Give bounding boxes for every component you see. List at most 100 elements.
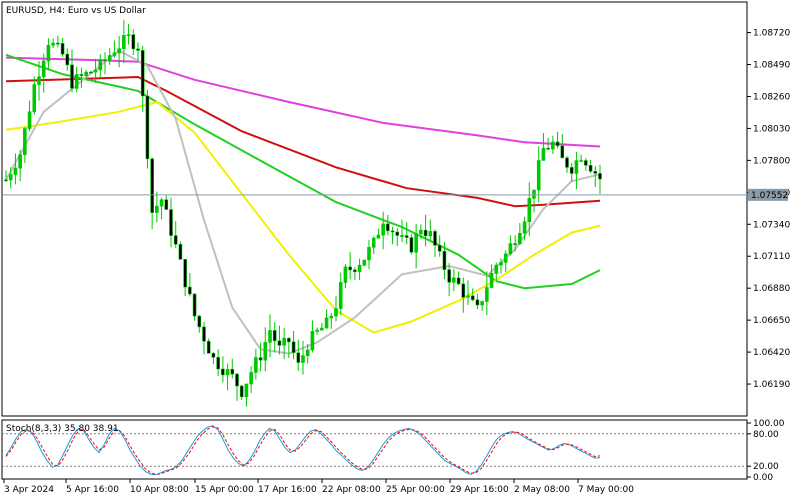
candlestick	[329, 313, 334, 329]
candlestick	[202, 321, 206, 355]
candlestick	[188, 272, 192, 297]
candlestick	[598, 164, 602, 194]
candlestick	[343, 263, 348, 289]
time-tick-label: 2 May 08:00	[514, 485, 570, 495]
candlestick	[51, 38, 55, 49]
stochastic-frame	[1, 419, 748, 480]
candlestick	[239, 384, 244, 400]
time-tick-label: 15 Apr 00:00	[195, 485, 254, 495]
candlestick	[27, 100, 32, 132]
candlestick	[588, 159, 593, 174]
candlestick	[503, 250, 508, 273]
candlestick	[419, 224, 423, 240]
candlestick	[560, 134, 565, 159]
candlestick	[461, 277, 466, 313]
time-tick-label: 22 Apr 08:00	[322, 485, 381, 495]
candlestick	[136, 42, 140, 62]
candlestick	[103, 52, 107, 75]
candlestick	[541, 133, 546, 161]
time-axis: 3 Apr 2024 5 Apr 16:00 10 Apr 08:00 15 Apr …	[3, 479, 634, 495]
time-tick-label: 29 Apr 16:00	[450, 485, 509, 495]
candlestick	[348, 252, 352, 280]
candlestick	[277, 325, 282, 355]
candlestick	[216, 349, 220, 376]
candlestick	[32, 76, 37, 115]
time-tick-label: 25 Apr 00:00	[386, 485, 445, 495]
time-tick-label: 10 Apr 08:00	[130, 485, 189, 495]
candlestick	[254, 348, 258, 380]
main-plot-frame	[1, 1, 748, 417]
candlestick	[324, 309, 329, 329]
candlestick	[221, 356, 225, 383]
candlestick	[555, 131, 560, 149]
time-tick-label: 7 May 00:00	[578, 485, 634, 495]
candlestick	[79, 67, 84, 89]
candlestick	[513, 235, 517, 252]
candlestick	[211, 351, 216, 365]
candlestick	[532, 189, 536, 213]
candlestick	[155, 191, 159, 223]
candlestick	[84, 69, 88, 80]
candlestick	[197, 314, 202, 333]
candlestick	[353, 267, 357, 280]
time-tick-label: 17 Apr 16:00	[258, 485, 317, 495]
candlestick	[13, 153, 18, 185]
candlestick	[60, 37, 65, 57]
candlestick	[65, 48, 70, 71]
stochastic-oscillator	[2, 425, 747, 476]
candlestick	[272, 322, 277, 353]
moving-average-line-0	[5, 56, 601, 148]
price-tick-label: 1.07340	[753, 220, 790, 230]
candlestick	[4, 170, 8, 182]
candlestick	[466, 280, 470, 305]
candlestick	[98, 54, 103, 78]
candlestick	[522, 216, 527, 241]
current-price-tag: 1.07552	[748, 188, 788, 201]
price-tick-label: 1.06190	[753, 380, 790, 390]
chart-title: EURUSD, H4: Euro vs US Dollar	[6, 6, 146, 16]
candlestick	[268, 314, 272, 358]
candlestick	[565, 155, 569, 173]
moving-average-line-2	[5, 53, 601, 290]
candlestick	[437, 235, 442, 257]
candlestick	[584, 158, 588, 171]
candlestick	[8, 167, 13, 189]
candlestick	[282, 327, 286, 360]
stochastic-main-line	[5, 425, 601, 476]
stochastic-tick-label: 100.00	[753, 419, 785, 429]
candlestick	[376, 228, 381, 239]
candlestick	[164, 195, 169, 210]
stochastic-signal-line	[5, 426, 601, 475]
candlestick	[442, 241, 447, 280]
candlestick	[140, 45, 145, 112]
price-tick-label: 1.06880	[753, 284, 790, 294]
candlestick	[551, 135, 555, 155]
candlestick	[536, 146, 541, 203]
candlestick	[310, 320, 315, 353]
candlestick	[409, 234, 414, 255]
time-tick-label: 5 Apr 16:00	[66, 485, 119, 495]
current-price-label: 1.07552	[751, 191, 788, 201]
candlestick	[244, 383, 249, 407]
candlestick	[112, 40, 117, 58]
candlestick	[395, 228, 400, 246]
candlestick	[428, 219, 433, 241]
candlestick	[338, 272, 343, 316]
price-tick-label: 1.06420	[753, 348, 790, 358]
candlestick	[159, 197, 164, 220]
candlestick	[508, 235, 513, 256]
candlestick	[122, 19, 126, 64]
candlestick	[145, 89, 150, 169]
candlestick	[518, 222, 522, 246]
candlestick	[357, 258, 362, 281]
candlestick	[499, 258, 503, 274]
candlestick	[593, 166, 598, 188]
candlestick	[131, 29, 136, 55]
candlestick	[305, 343, 310, 364]
candlestick	[296, 339, 301, 371]
candlestick	[470, 288, 475, 302]
candlestick	[74, 66, 79, 93]
